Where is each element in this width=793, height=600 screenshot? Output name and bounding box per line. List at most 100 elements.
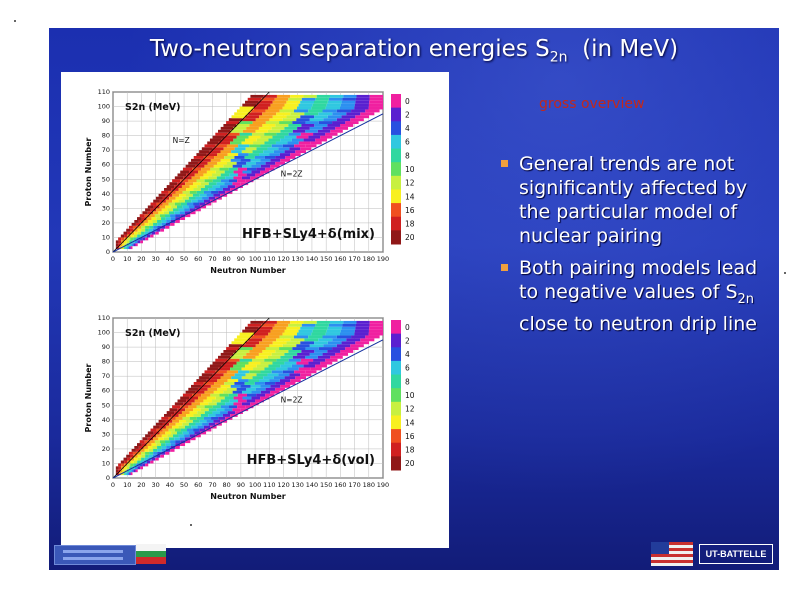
nuclide-cell — [252, 347, 266, 350]
nuclide-cell — [360, 338, 375, 342]
nuclide-cell — [259, 115, 273, 119]
nuclide-cell — [263, 150, 274, 154]
nuclide-cell — [165, 431, 172, 435]
n2z-line — [112, 113, 384, 253]
nuclide-cell — [208, 182, 217, 186]
nuclide-cell — [225, 176, 234, 180]
colorbar-tick-label: 6 — [405, 138, 410, 147]
nuclide-cell — [221, 138, 234, 142]
nuclide-cell — [140, 460, 144, 464]
y-tick-label: 20 — [102, 219, 110, 227]
colorbar-tick-label: 6 — [405, 364, 410, 373]
nuclide-cell — [137, 454, 142, 458]
nuclide-cell — [182, 393, 193, 397]
nuclide-cell — [246, 167, 257, 171]
nuclide-cell — [340, 350, 354, 353]
nuclide-cell — [184, 434, 190, 438]
nuclide-cell — [193, 414, 201, 417]
nuclide-cell — [327, 115, 342, 119]
nuclide-cell — [291, 138, 304, 142]
nuclide-cell — [136, 225, 142, 229]
nuclide-cell — [146, 217, 152, 220]
nuclide-cell — [206, 170, 216, 174]
nuclide-cell — [246, 173, 256, 177]
nuclide-cell — [290, 94, 304, 98]
nuclide-cell — [157, 220, 162, 223]
nuclide-cell — [161, 416, 169, 420]
nuclide-cell — [226, 387, 237, 391]
nuclide-cell — [278, 147, 290, 151]
nuclide-cell — [206, 379, 218, 382]
nuclide-cell — [174, 202, 181, 206]
n2z-label: N=2Z — [281, 169, 303, 178]
nuclide-cell — [267, 129, 281, 133]
nuclide-cell — [186, 193, 193, 197]
nuclide-cell — [189, 208, 196, 212]
nuclide-cell — [197, 161, 208, 165]
nuclide-cell — [264, 367, 276, 371]
model-label: HFB+SLy4+δ(vol) — [247, 453, 375, 468]
y-tick-label: 100 — [98, 103, 110, 111]
nuclide-cell — [155, 422, 163, 426]
nuclide-cell — [187, 428, 194, 432]
nuclide-cell — [220, 384, 231, 388]
nuclide-cell — [233, 176, 242, 180]
x-tick-label: 150 — [320, 481, 332, 489]
nuclide-cell — [166, 446, 171, 449]
nuclide-cell — [159, 205, 166, 209]
nuclide-cell — [260, 384, 271, 388]
nuclide-cell — [300, 373, 312, 377]
nuclide-cell — [188, 161, 198, 165]
nuclide-cell — [118, 466, 122, 470]
nuclide-cell — [230, 129, 243, 133]
nuclide-cell — [196, 379, 207, 382]
nuclide-cell — [249, 124, 263, 127]
nuclide-cell — [210, 384, 221, 388]
nuclide-cell — [158, 211, 164, 215]
colorbar-cell — [391, 360, 401, 376]
nuclide-cell — [245, 326, 259, 330]
nuclide-cell — [181, 185, 190, 188]
nuclide-cell — [231, 150, 242, 154]
x-tick-label: 10 — [123, 481, 131, 489]
nuclide-cell — [189, 190, 197, 194]
nuclide-cell — [185, 390, 196, 394]
nuclide-cell — [124, 243, 127, 247]
nuclide-cell — [161, 443, 166, 446]
nuclide-cell — [146, 460, 151, 464]
nuclide-cell — [198, 170, 207, 174]
nuclide-cell — [147, 431, 154, 435]
nuclide-cell — [180, 170, 190, 174]
nuclide-cell — [284, 135, 297, 139]
nuclide-cell — [244, 156, 255, 159]
nuclide-cell — [124, 234, 128, 238]
nuclide-cell — [341, 100, 356, 104]
nuclide-cell — [284, 352, 298, 356]
nuclide-cell — [130, 472, 133, 476]
nuclide-cell — [146, 234, 151, 238]
nuclide-cell — [260, 144, 272, 148]
nuclide-cell — [312, 103, 327, 107]
nuclide-cell — [296, 332, 312, 336]
nuclide-cell — [329, 320, 344, 324]
nuclide-cell — [340, 103, 355, 107]
nuclide-cell — [159, 214, 166, 218]
nuclide-cell — [195, 164, 205, 168]
nuclide-cell — [229, 405, 238, 409]
nuclide-cell — [251, 170, 261, 174]
colorbar-tick-label: 8 — [405, 377, 410, 386]
nuclide-cell — [284, 361, 297, 365]
nuclide-cell — [228, 344, 243, 348]
nuclide-cell — [272, 361, 285, 365]
nuclide-cell — [145, 208, 151, 212]
nuclide-cell — [328, 97, 343, 101]
colorbar-cell — [391, 388, 401, 403]
nuclide-cell — [140, 466, 143, 470]
nuclide-cell — [276, 132, 289, 136]
nuclide-cell — [279, 379, 291, 382]
nuclide-cell — [133, 234, 138, 238]
nuclide-cell — [148, 454, 153, 458]
nuclide-cell — [261, 97, 275, 101]
nuclide-cell — [369, 100, 383, 104]
nuclide-cell — [144, 457, 149, 461]
